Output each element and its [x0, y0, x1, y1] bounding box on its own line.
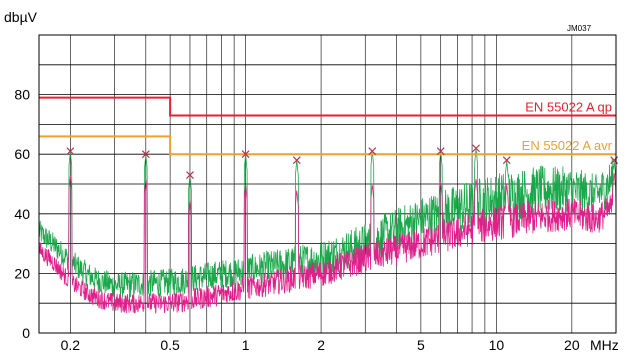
- x-tick-label: 2: [317, 337, 325, 353]
- x-tick-label: 10: [489, 337, 505, 353]
- peak-marker: [241, 150, 250, 159]
- y-tick-label: 80: [14, 87, 30, 103]
- peak-markers: [66, 144, 619, 179]
- y-tick-label: 40: [14, 206, 30, 222]
- x-tick-label: 0.5: [160, 337, 180, 353]
- peak-marker: [436, 147, 445, 156]
- peak-marker: [502, 156, 511, 165]
- plot-border: [38, 34, 617, 334]
- limit-lines: EN 55022 A qp EN 55022 A avr: [39, 96, 616, 156]
- peak-marker: [186, 171, 194, 179]
- x-tick-label: 20: [564, 337, 580, 353]
- limit-line-0: [39, 96, 616, 117]
- plot-frame: [38, 34, 617, 334]
- x-axis-unit: MHz: [590, 337, 619, 353]
- x-tick-label: 0.2: [61, 337, 81, 353]
- x-tick-label: 1: [242, 337, 250, 353]
- chart-code: JM037: [567, 24, 592, 33]
- traces: [38, 149, 617, 314]
- peak-marker: [368, 147, 377, 156]
- peak-marker: [610, 156, 619, 165]
- peak-marker: [66, 147, 75, 156]
- y-axis-label: dbµV: [4, 9, 38, 25]
- peak-marker: [472, 144, 480, 153]
- trace-1: [38, 173, 617, 314]
- limit-label-1: EN 55022 A avr: [522, 138, 613, 153]
- peak-marker: [292, 156, 301, 165]
- y-tick-label: 0: [22, 325, 30, 341]
- peak-marker: [141, 150, 150, 159]
- tick-labels: 0 20 40 60 80 0.2 0.5 1 2 5 10 20: [14, 87, 579, 353]
- y-tick-label: 20: [14, 265, 30, 281]
- x-tick-label: 5: [417, 337, 425, 353]
- limit-line-1: [39, 135, 616, 156]
- grid: [38, 34, 617, 334]
- y-tick-label: 60: [14, 146, 30, 162]
- limit-label-0: EN 55022 A qp: [525, 99, 612, 114]
